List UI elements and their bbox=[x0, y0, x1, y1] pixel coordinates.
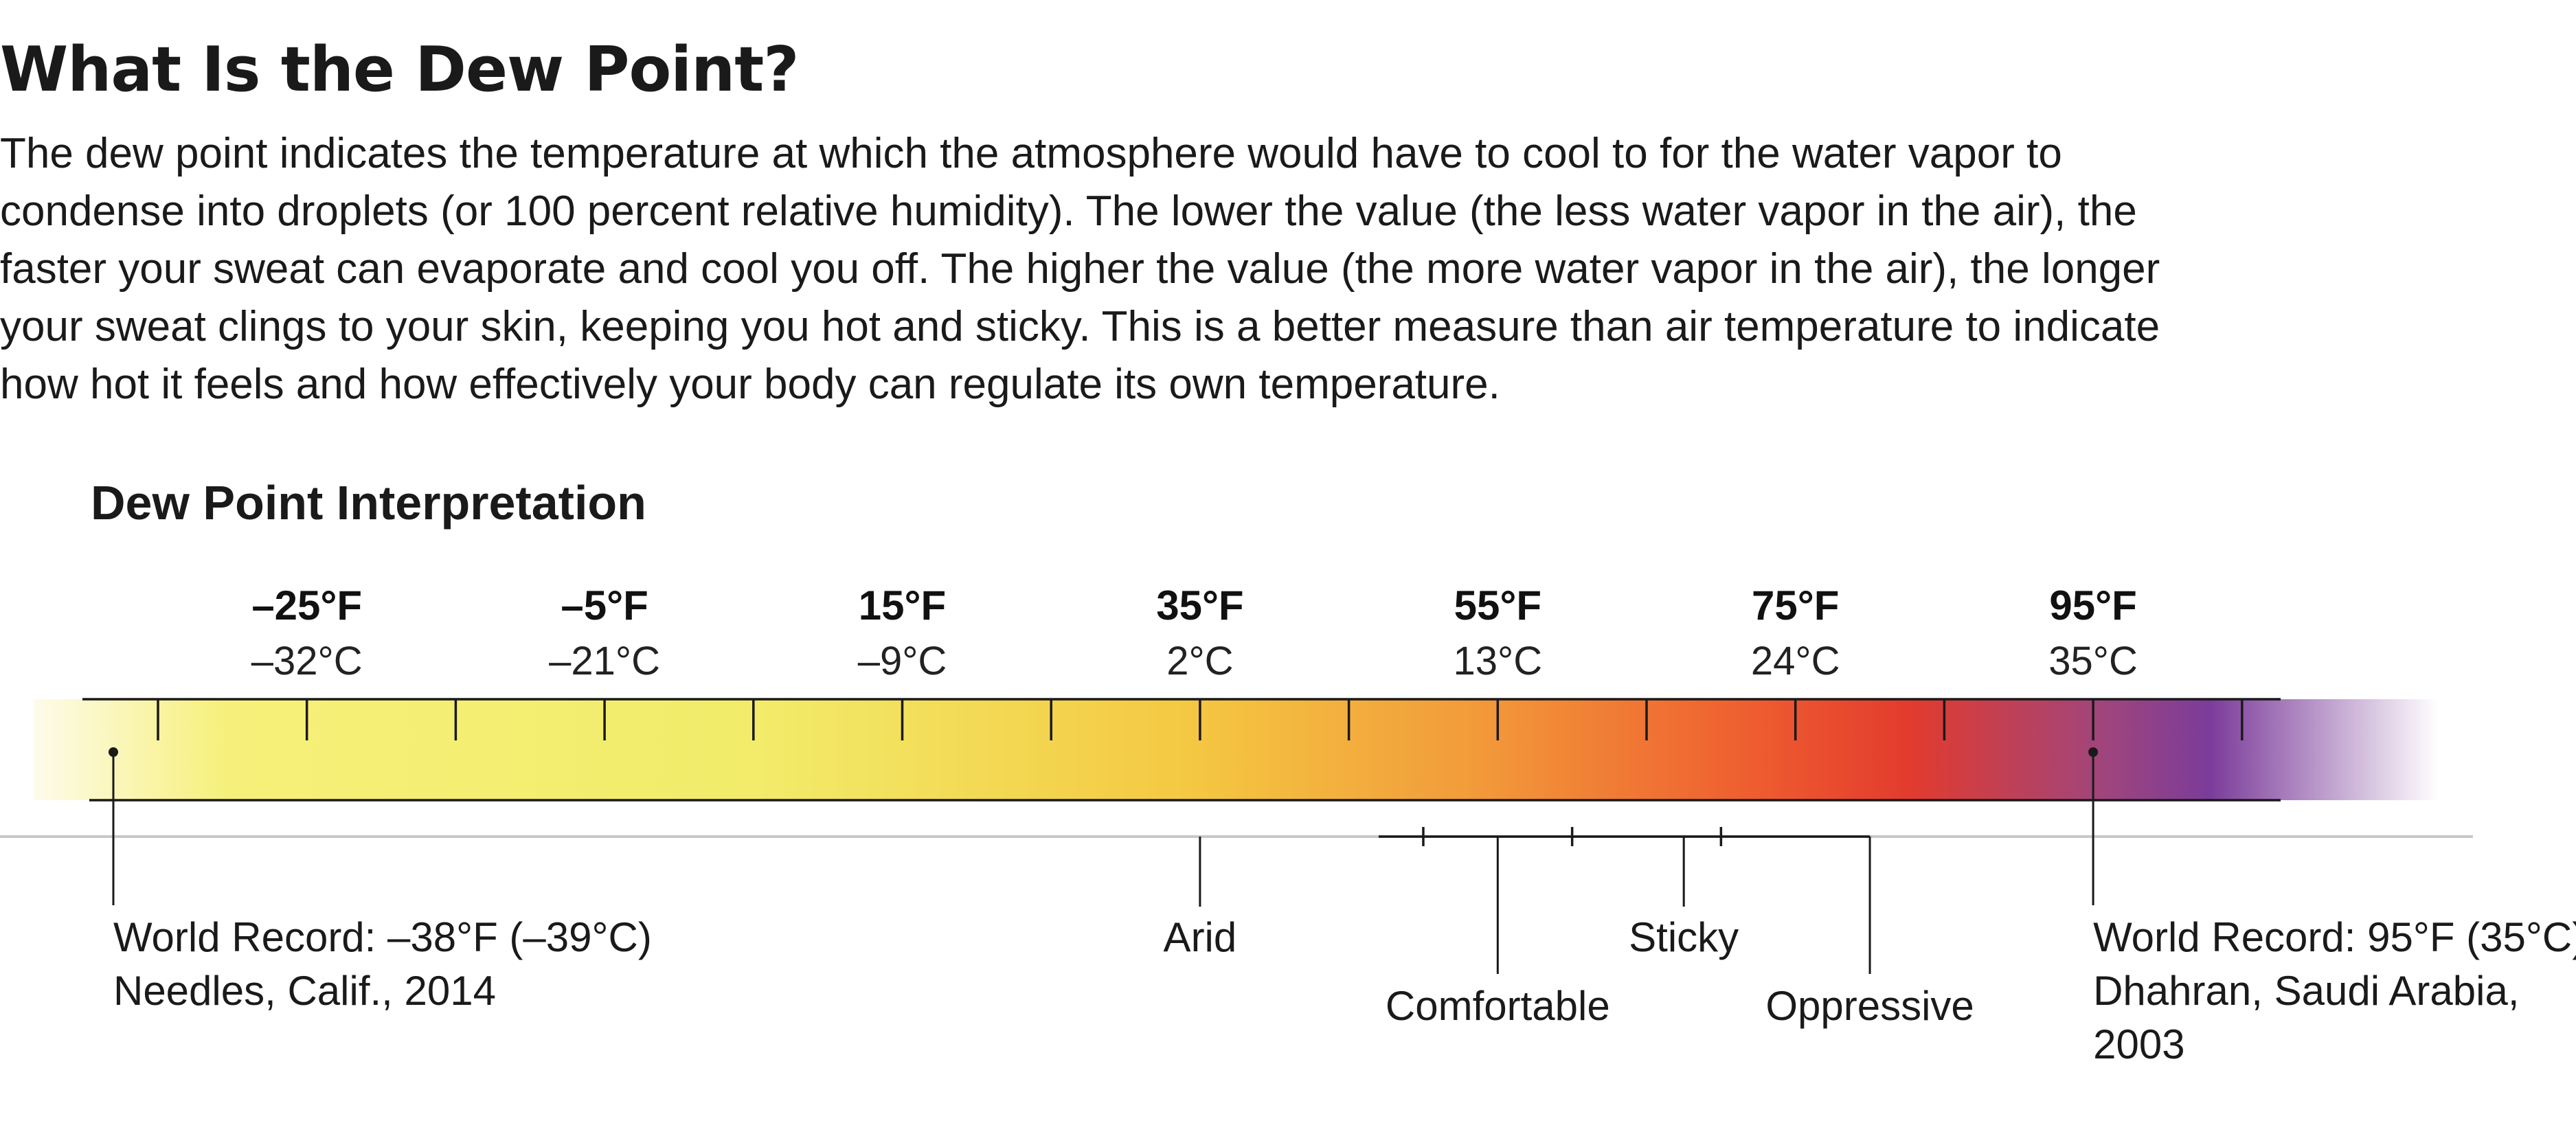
gradient-bar-group bbox=[0, 698, 2473, 838]
category-label-arid: Arid bbox=[1164, 914, 1237, 960]
tick-label-c: –21°C bbox=[549, 639, 660, 683]
description: The dew point indicates the temperature … bbox=[0, 125, 2542, 413]
tick-label-f: –5°F bbox=[561, 582, 648, 628]
tick-label-c: –9°C bbox=[858, 639, 947, 683]
tick-label-c: 13°C bbox=[1454, 639, 1543, 683]
record-label-line: Needles, Calif., 2014 bbox=[113, 968, 496, 1014]
tick-label-f: 55°F bbox=[1454, 582, 1541, 628]
description-line: your sweat clings to your skin, keeping … bbox=[0, 303, 2160, 350]
record-label-line: 2003 bbox=[2093, 1021, 2184, 1067]
scale-title: Dew Point Interpretation bbox=[91, 476, 646, 530]
page-title: What Is the Dew Point? bbox=[0, 34, 799, 106]
record-label-line: Dhahran, Saudi Arabia, bbox=[2093, 968, 2519, 1014]
tick-label-f: 15°F bbox=[859, 582, 946, 628]
category-label-oppressive: Oppressive bbox=[1765, 983, 1974, 1029]
description-line: how hot it feels and how effectively you… bbox=[0, 361, 1500, 408]
category-label-comfortable: Comfortable bbox=[1386, 983, 1610, 1029]
tick-label-c: 35°C bbox=[2048, 639, 2138, 683]
description-line: condense into droplets (or 100 percent r… bbox=[0, 188, 2137, 235]
dew-point-scale: –25°F –32°C –5°F –21°C 15°F –9°C 35°F 2°C 55°F 13… bbox=[0, 582, 2576, 1067]
tick-label-c: 24°C bbox=[1751, 639, 1840, 683]
description-line: faster your sweat can evaporate and cool… bbox=[0, 245, 2160, 293]
tick-labels-group: –25°F –32°C –5°F –21°C 15°F –9°C 35°F 2°C 55°F 13… bbox=[251, 582, 2138, 683]
annotations-group: Arid Comfortable Sticky Oppressive World Rec… bbox=[108, 747, 2576, 1067]
record-label-line: World Record: –38°F (–39°C) bbox=[113, 914, 652, 960]
record-label-line: World Record: 95°F (35°C) bbox=[2093, 914, 2576, 960]
tick-label-c: –32°C bbox=[251, 639, 363, 683]
tick-label-f: 75°F bbox=[1752, 582, 1839, 628]
description-line: The dew point indicates the temperature … bbox=[0, 130, 2062, 177]
tick-label-f: 95°F bbox=[2049, 582, 2136, 628]
category-label-sticky: Sticky bbox=[1629, 914, 1739, 960]
gradient-bar bbox=[34, 699, 2439, 800]
tick-label-c: 2°C bbox=[1166, 639, 1233, 683]
ticks-group bbox=[157, 699, 2244, 740]
tick-label-f: –25°F bbox=[251, 582, 362, 628]
tick-label-f: 35°F bbox=[1156, 582, 1243, 628]
